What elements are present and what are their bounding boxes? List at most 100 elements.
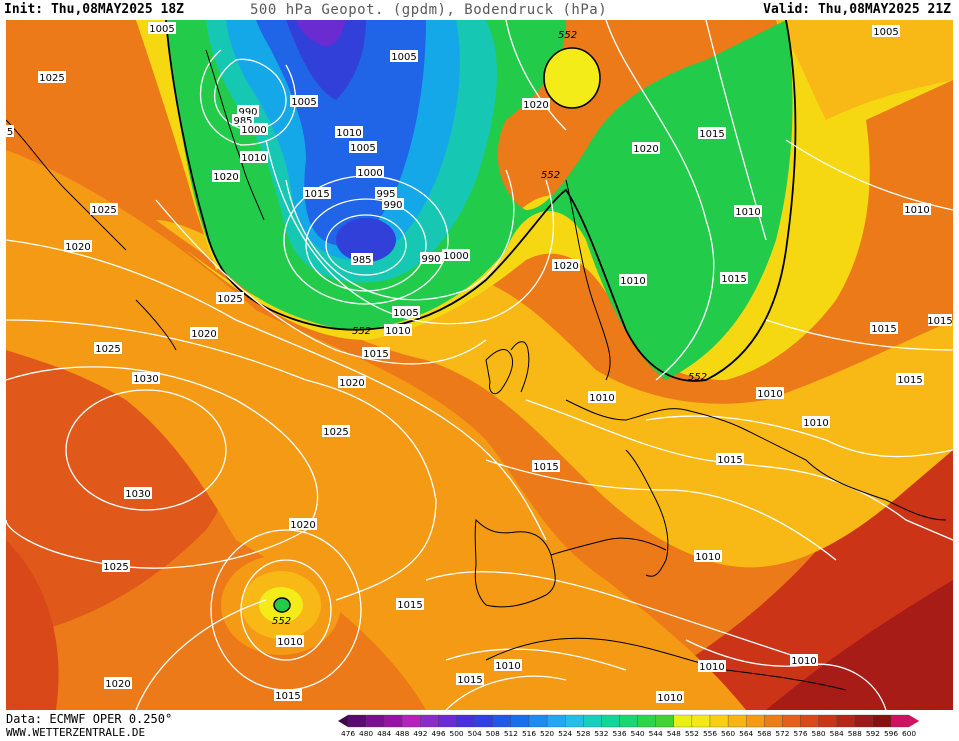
svg-text:1015: 1015: [721, 274, 746, 285]
svg-text:1025: 1025: [95, 344, 120, 355]
svg-text:1005: 1005: [873, 27, 898, 38]
legend-value: 536: [612, 729, 626, 738]
legend-value: 528: [576, 729, 590, 738]
isobar-label: 1005: [349, 141, 377, 154]
legend-value: 560: [721, 729, 735, 738]
field-purple: [296, 20, 346, 47]
isobar-label: 1005: [872, 25, 900, 38]
svg-text:1000: 1000: [241, 125, 266, 136]
svg-text:1010: 1010: [803, 418, 828, 429]
isobar-label: 990: [382, 198, 404, 211]
isobar-label: 1010: [335, 126, 363, 139]
svg-text:1015: 1015: [275, 691, 300, 702]
isobar-label: 1025: [216, 292, 244, 305]
legend-swatch: [800, 714, 819, 728]
isobar-label: 1015: [532, 460, 560, 473]
legend-swatch: [492, 714, 512, 728]
legend-swatch: [601, 714, 620, 728]
weather-map[interactable]: 1005 1025 5 1005 990 985 1000 1010 1020 …: [6, 20, 953, 710]
legend-value: 496: [431, 729, 445, 738]
isobar-label: 1010: [588, 391, 616, 404]
svg-text:1020: 1020: [191, 329, 216, 340]
svg-text:1015: 1015: [927, 316, 952, 327]
isobar-label: 1025: [90, 203, 118, 216]
isobar-label: 1020: [632, 142, 660, 155]
isobar-label: 1005: [392, 306, 420, 319]
legend-swatch: [528, 714, 548, 728]
legend-swatch: [474, 714, 493, 728]
legend-swatch: [510, 714, 530, 728]
legend-value: 484: [377, 729, 391, 738]
svg-text:1025: 1025: [103, 562, 128, 573]
svg-text:1020: 1020: [213, 172, 238, 183]
isobar-label: 1015: [927, 314, 953, 327]
isobar-label: 995: [375, 187, 397, 200]
isobar-label: 1000: [442, 249, 470, 262]
legend-value: 580: [812, 729, 826, 738]
geopot-label: 552: [558, 30, 577, 41]
legend-swatch: [619, 714, 638, 728]
isobar-label: 1015: [303, 187, 331, 200]
legend-value: 504: [468, 729, 482, 738]
isobar-label: 1010: [384, 324, 412, 337]
isobar-label: 1010: [494, 659, 522, 672]
isobar-label: 1020: [64, 240, 92, 253]
svg-text:1010: 1010: [277, 637, 302, 648]
svg-text:1015: 1015: [457, 675, 482, 686]
legend-arrow-left: [338, 715, 348, 727]
legend-swatch: [854, 714, 874, 728]
svg-text:1010: 1010: [699, 662, 724, 673]
svg-text:1015: 1015: [304, 189, 329, 200]
isobar-label: 1010: [619, 274, 647, 287]
geopot-label: 552: [352, 326, 371, 337]
geopot-label: 552: [688, 372, 707, 383]
legend-value: 588: [848, 729, 862, 738]
legend-swatch: [872, 714, 892, 728]
svg-text:1005: 1005: [393, 308, 418, 319]
isobar-label: 1015: [396, 598, 424, 611]
legend-value: 488: [395, 729, 409, 738]
isobar-label: 1015: [698, 127, 726, 140]
svg-text:1020: 1020: [633, 144, 658, 155]
legend-swatch: [746, 714, 765, 728]
contour-552-island: [543, 47, 601, 109]
legend-value: 476: [341, 729, 355, 738]
svg-text:1000: 1000: [357, 168, 382, 179]
field-yellow: [186, 20, 953, 380]
legend-arrow-right: [909, 715, 920, 727]
isobar-label: 1020: [190, 327, 218, 340]
legend-value: 572: [775, 729, 789, 738]
isobar-label: 1010: [694, 550, 722, 563]
svg-text:1005: 1005: [149, 24, 174, 35]
coastlines: [6, 49, 947, 691]
legend-swatch: [709, 714, 729, 728]
legend-value: 500: [450, 729, 464, 738]
field-red-sw2: [6, 540, 59, 710]
svg-text:1025: 1025: [323, 427, 348, 438]
legend-value: 544: [649, 729, 663, 738]
legend-swatch: [836, 714, 855, 728]
legend-swatch: [727, 714, 747, 728]
field-cutoff-core: [273, 597, 291, 613]
svg-text:1020: 1020: [105, 679, 130, 690]
geopot-label: 552: [272, 616, 291, 627]
legend-value: 564: [739, 729, 753, 738]
legend-swatch: [420, 714, 439, 728]
svg-text:1010: 1010: [589, 393, 614, 404]
legend-swatch: [456, 714, 475, 728]
svg-text:1010: 1010: [904, 205, 929, 216]
isobar-label: 985: [351, 253, 373, 266]
header-bar: Init: Thu,08MAY2025 18Z 500 hPa Geopot. …: [0, 0, 959, 20]
field-yellow-island: [544, 48, 600, 108]
isobar-label: 1030: [124, 487, 152, 500]
website-link[interactable]: WWW.WETTERZENTRALE.DE: [6, 726, 146, 739]
pressure-labels: 1005 1025 5 1005 990 985 1000 1010 1020 …: [6, 22, 953, 704]
isobar-label: 5: [6, 125, 14, 138]
init-time: Init: Thu,08MAY2025 18Z: [4, 2, 185, 17]
legend-value: 596: [884, 729, 898, 738]
field-orange-ne: [776, 20, 953, 120]
svg-text:1010: 1010: [385, 326, 410, 337]
isobar-label: 1010: [734, 205, 762, 218]
isobar-label: 1020: [522, 98, 550, 111]
legend-value: 592: [866, 729, 880, 738]
